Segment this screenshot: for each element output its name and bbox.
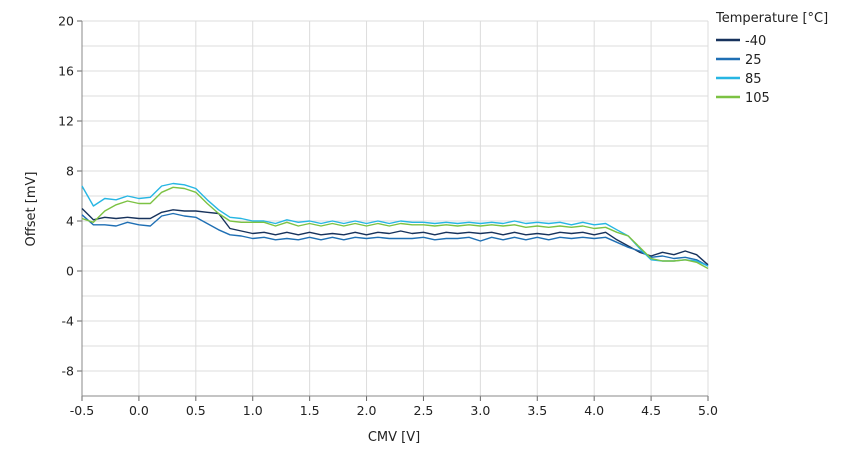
y-axis-label: Offset [mV] (24, 172, 39, 247)
legend-label: 85 (745, 72, 762, 87)
legend: Temperature [°C] -40 25 85 105 (715, 11, 828, 106)
y-tick-label: -8 (62, 364, 75, 379)
y-tick-label: 0 (66, 264, 74, 279)
legend-label: -40 (745, 34, 766, 49)
x-tick-label: 3.0 (470, 403, 490, 418)
series-line-25 (81, 212, 709, 267)
legend-label: 105 (745, 91, 770, 106)
x-tick-label: 3.5 (527, 403, 547, 418)
y-tick-label: 4 (66, 214, 74, 229)
x-tick-label: 2.0 (357, 403, 377, 418)
x-axis-label: CMV [V] (368, 430, 420, 445)
x-tick-label: 4.0 (584, 403, 604, 418)
y-tick-label: 8 (66, 164, 74, 179)
legend-title: Temperature [°C] (715, 11, 828, 26)
x-tick-label: 0.5 (186, 403, 206, 418)
axes: -0.5 0.0 0.5 1.0 1.5 2.0 2.5 3.0 3.5 4.0 4.5 5.0 -8 -… (58, 14, 718, 419)
x-tick-label: 0.0 (129, 403, 149, 418)
x-tick-label: 1.5 (300, 403, 320, 418)
x-tick-label: 1.0 (243, 403, 263, 418)
y-tick-label: 12 (58, 114, 74, 129)
y-tick-label: 16 (58, 64, 74, 79)
grid-lines (81, 20, 709, 397)
x-tick-label: 4.5 (641, 403, 661, 418)
x-tick-label: 2.5 (414, 403, 434, 418)
y-tick-label: 20 (58, 14, 74, 29)
x-tick-label: 5.0 (698, 403, 718, 418)
plot-area (81, 182, 709, 270)
y-tick-label: -4 (62, 314, 75, 329)
series-line-105 (81, 186, 709, 270)
series-line-85 (81, 182, 709, 267)
legend-label: 25 (745, 53, 762, 68)
series-line--40 (81, 208, 709, 266)
x-tick-label: -0.5 (70, 403, 94, 418)
